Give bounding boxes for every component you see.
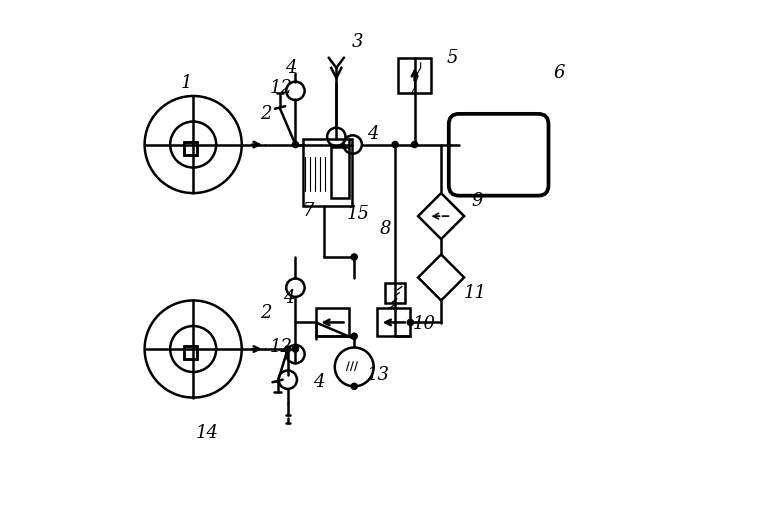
Text: 1: 1 <box>180 75 192 93</box>
Text: 2: 2 <box>260 304 271 322</box>
Text: 11: 11 <box>464 284 488 302</box>
Text: 12: 12 <box>270 79 292 98</box>
Text: 9: 9 <box>472 192 484 210</box>
Text: 10: 10 <box>413 315 436 333</box>
Text: 4: 4 <box>282 289 294 307</box>
Text: 4: 4 <box>367 125 378 143</box>
Bar <box>332 147 349 198</box>
Text: 8: 8 <box>380 220 392 238</box>
Text: 4: 4 <box>314 373 324 391</box>
Circle shape <box>412 141 417 148</box>
Text: 6: 6 <box>554 64 565 82</box>
Bar <box>303 139 352 206</box>
Circle shape <box>292 141 299 148</box>
Bar <box>185 346 197 359</box>
Bar <box>385 283 406 303</box>
Circle shape <box>351 254 357 260</box>
Bar <box>185 142 197 155</box>
Text: 5: 5 <box>446 49 458 67</box>
Circle shape <box>285 346 291 352</box>
Circle shape <box>351 333 357 339</box>
Bar <box>398 58 431 94</box>
Circle shape <box>351 383 357 390</box>
Bar <box>316 308 349 336</box>
Text: 7: 7 <box>303 202 314 220</box>
Text: 4: 4 <box>285 59 296 77</box>
Circle shape <box>292 346 299 352</box>
Text: 12: 12 <box>270 338 292 356</box>
Text: 2: 2 <box>260 105 271 123</box>
Circle shape <box>392 141 398 148</box>
Text: 15: 15 <box>346 205 370 223</box>
Circle shape <box>407 319 413 325</box>
Bar <box>185 142 197 155</box>
Text: 3: 3 <box>352 33 363 51</box>
Text: 14: 14 <box>196 425 218 443</box>
Text: 13: 13 <box>367 365 390 383</box>
Bar <box>185 346 197 359</box>
Bar <box>378 308 410 336</box>
